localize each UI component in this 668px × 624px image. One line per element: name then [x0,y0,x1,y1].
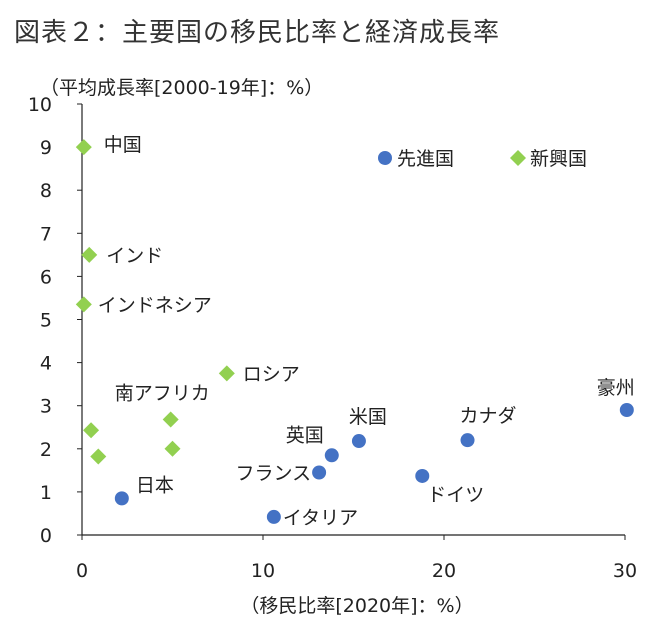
point-label: ロシア [243,363,300,385]
point-label: ドイツ [427,484,484,506]
advanced-point [415,468,430,483]
figure-title: 図表２：主要国の移民比率と経済成長率 [14,18,501,48]
advanced-point [324,448,339,463]
point-label: カナダ [460,405,517,427]
point-label: 米国 [349,406,387,428]
emerging-point [164,440,181,457]
point-label: 日本 [136,474,174,496]
x-axis-label: （移民比率[2020年]：%） [240,595,473,617]
x-tick-label: 20 [432,560,456,582]
point-label: 南アフリカ [115,382,210,404]
y-tick-label: 8 [40,180,52,202]
emerging-point [75,139,92,156]
emerging-point [218,365,235,382]
point-label: インド [106,245,163,267]
legend-label: 先進国 [397,148,454,170]
y-tick-label: 9 [40,137,52,159]
y-tick-label: 10 [28,94,52,116]
advanced-point [312,465,327,480]
emerging-point [90,448,107,465]
advanced-point [351,434,366,449]
emerging-point [81,246,98,263]
legend-marker [510,150,526,166]
y-tick-label: 5 [40,310,52,332]
y-tick-label: 1 [40,482,52,504]
point-label: 中国 [104,134,142,156]
emerging-point [162,411,179,428]
legend-label: 新興国 [530,148,587,170]
x-tick-label: 0 [76,560,88,582]
y-axis-label: （平均成長率[2000-19年]：%） [40,77,323,99]
point-label: イタリア [283,507,358,529]
x-tick-label: 30 [613,560,637,582]
y-tick-label: 0 [40,525,52,547]
point-label: 英国 [286,424,324,446]
advanced-point [114,491,129,506]
x-tick-label: 10 [251,560,275,582]
point-label: 豪州 [597,377,635,399]
emerging-point [83,422,100,439]
advanced-point [460,433,475,448]
legend-marker [378,151,392,165]
emerging-point [75,296,92,313]
y-tick-label: 3 [40,396,52,418]
advanced-point [619,403,634,418]
y-tick-label: 4 [40,353,52,375]
y-tick-label: 6 [40,266,52,288]
y-tick-label: 2 [40,439,52,461]
point-label: インドネシア [98,294,212,316]
y-tick-label: 7 [40,223,52,245]
point-label: フランス [235,463,311,485]
advanced-point [266,509,281,524]
